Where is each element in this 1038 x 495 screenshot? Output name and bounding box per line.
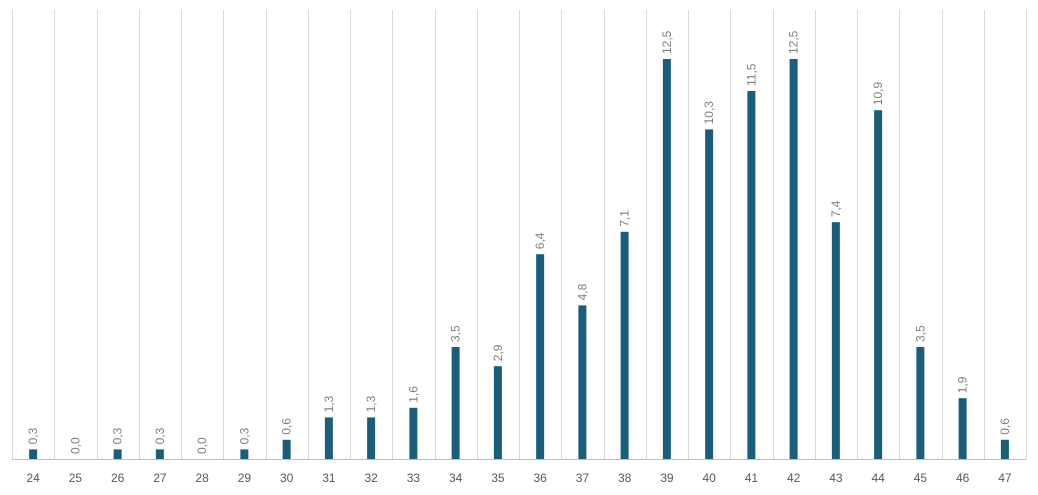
x-tick-label-47: 47: [998, 471, 1012, 485]
x-tick-label-39: 39: [660, 471, 674, 485]
x-tick-label-31: 31: [322, 471, 336, 485]
x-tick-label-32: 32: [364, 471, 378, 485]
bar-24: [29, 449, 37, 459]
bar-45: [916, 347, 924, 459]
x-tick-label-27: 27: [153, 471, 167, 485]
x-tick-label-41: 41: [745, 471, 759, 485]
bar-42: [790, 59, 798, 459]
x-tick-label-46: 46: [956, 471, 970, 485]
bar-46: [959, 398, 967, 459]
data-label-33: 1,6: [406, 386, 420, 403]
bar-43: [832, 222, 840, 459]
data-label-44: 10,9: [871, 82, 885, 106]
data-label-32: 1,3: [364, 395, 378, 412]
x-tick-label-37: 37: [576, 471, 590, 485]
data-label-27: 0,3: [153, 427, 167, 444]
bar-33: [409, 408, 417, 459]
bar-29: [240, 449, 248, 459]
x-tick-label-28: 28: [195, 471, 209, 485]
x-tick-label-24: 24: [26, 471, 40, 485]
data-label-46: 1,9: [956, 376, 970, 393]
bar-27: [156, 449, 164, 459]
data-label-36: 6,4: [533, 232, 547, 249]
data-label-29: 0,3: [237, 427, 251, 444]
bar-41: [747, 91, 755, 459]
x-tick-label-40: 40: [702, 471, 716, 485]
bar-35: [494, 366, 502, 459]
data-label-25: 0,0: [68, 437, 82, 454]
x-tick-label-33: 33: [407, 471, 421, 485]
x-tick-label-45: 45: [914, 471, 928, 485]
data-label-41: 11,5: [744, 63, 758, 86]
bar-31: [325, 417, 333, 459]
data-label-39: 12,5: [660, 30, 674, 54]
x-tick-label-34: 34: [449, 471, 463, 485]
bar-37: [578, 305, 586, 459]
data-label-34: 3,5: [449, 325, 463, 342]
x-tick-label-35: 35: [491, 471, 505, 485]
x-tick-label-30: 30: [280, 471, 294, 485]
bar-26: [114, 449, 122, 459]
x-tick-label-29: 29: [238, 471, 252, 485]
x-tick-label-38: 38: [618, 471, 632, 485]
data-label-31: 1,3: [322, 395, 336, 412]
data-label-35: 2,9: [491, 344, 505, 361]
bar-47: [1001, 440, 1009, 459]
data-label-47: 0,6: [998, 418, 1012, 435]
bar-34: [452, 347, 460, 459]
data-label-37: 4,8: [575, 283, 589, 300]
data-label-26: 0,3: [111, 427, 125, 444]
x-tick-label-26: 26: [111, 471, 125, 485]
data-label-40: 10,3: [702, 101, 716, 125]
bar-44: [874, 110, 882, 459]
bar-39: [663, 59, 671, 459]
data-label-42: 12,5: [787, 30, 801, 54]
x-tick-label-44: 44: [871, 471, 885, 485]
x-tick-label-43: 43: [829, 471, 843, 485]
x-axis: 24 25 26 27 28 29 30 31 32 33 34 35 36 37 38 39 40 41 42 43…: [12, 460, 1026, 486]
data-label-24: 0,3: [26, 427, 40, 444]
data-label-30: 0,6: [280, 418, 294, 435]
data-label-43: 7,4: [829, 200, 843, 217]
bar-40: [705, 129, 713, 459]
data-label-28: 0,0: [195, 437, 209, 454]
x-tick-label-42: 42: [787, 471, 801, 485]
x-tick-label-25: 25: [69, 471, 83, 485]
bar-32: [367, 417, 375, 459]
bar-38: [621, 232, 629, 459]
bar-36: [536, 254, 544, 459]
data-label-45: 3,5: [913, 325, 927, 342]
bar-30: [283, 440, 291, 459]
data-label-38: 7,1: [618, 210, 632, 227]
x-tick-label-36: 36: [533, 471, 547, 485]
